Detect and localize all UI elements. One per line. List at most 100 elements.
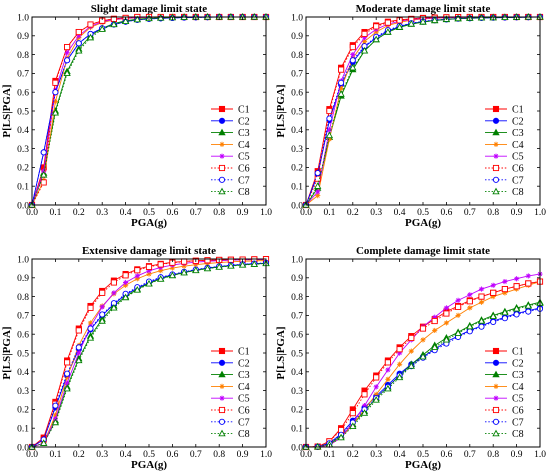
- data-point-c6: [513, 283, 520, 290]
- data-point-c8: [349, 63, 357, 71]
- series-c4: [303, 278, 543, 450]
- data-point-c4: [455, 312, 461, 318]
- x-tick-label: 0.1: [49, 208, 61, 218]
- data-point-c5: [315, 189, 321, 195]
- data-point-c4: [490, 294, 496, 300]
- x-tick-label: 0.5: [417, 208, 429, 218]
- legend-label-c7: C7: [238, 417, 250, 428]
- data-point-c8: [337, 90, 345, 97]
- data-point-c7: [99, 311, 106, 318]
- legend-label-c4: C4: [238, 382, 250, 393]
- y-tick-label: 0.7: [291, 70, 303, 80]
- y-tick-label: 1.0: [291, 13, 303, 23]
- data-point-c5: [64, 380, 70, 386]
- data-point-c4: [315, 193, 321, 199]
- data-point-c7: [87, 325, 94, 332]
- data-point-c8: [395, 23, 404, 30]
- data-point-c6: [145, 263, 153, 270]
- data-point-c7: [490, 318, 497, 326]
- y-tick-label: 0.6: [291, 89, 303, 99]
- x-tick-label: 0.2: [73, 208, 85, 218]
- y-tick-label: 0.4: [17, 126, 29, 136]
- data-point-c5: [443, 305, 449, 311]
- data-point-c7: [64, 370, 71, 377]
- legend-marker-c6: [218, 164, 226, 172]
- x-tick-label: 0.6: [440, 208, 452, 218]
- legend-marker-c5: [493, 153, 499, 159]
- data-point-c6: [466, 298, 473, 305]
- data-point-c5: [76, 33, 82, 39]
- data-point-c4: [146, 271, 152, 277]
- data-point-c6: [396, 346, 403, 353]
- data-point-c5: [64, 50, 70, 56]
- series-c6: [28, 13, 270, 209]
- data-point-c5: [432, 314, 438, 320]
- x-tick-label: 0.3: [370, 450, 382, 460]
- series-c6: [28, 256, 270, 451]
- legend-label-c2: C2: [238, 358, 250, 369]
- data-point-c5: [326, 127, 332, 133]
- legend-label-c6: C6: [512, 406, 524, 417]
- x-axis-label: PGA(g): [131, 217, 167, 229]
- data-point-c8: [419, 17, 427, 25]
- series-line-c7: [305, 308, 541, 448]
- data-point-c8: [466, 322, 474, 330]
- data-point-c8: [325, 131, 334, 139]
- data-point-c7: [478, 323, 485, 330]
- data-point-c4: [502, 290, 508, 296]
- data-point-c5: [350, 52, 356, 58]
- legend-marker-c6: [492, 406, 500, 414]
- data-point-c6: [349, 410, 356, 417]
- data-point-c8: [227, 262, 235, 269]
- data-point-c8: [121, 293, 130, 301]
- data-point-c6: [75, 327, 82, 334]
- y-tick-label: 0.3: [291, 387, 303, 397]
- series-c4: [303, 14, 543, 208]
- legend-marker-c4: [219, 383, 225, 389]
- chart-panel-2: Moderate damage limit state 0.0 0.1 0.2 0.3 0…: [275, 3, 546, 229]
- x-tick-label: 0.4: [394, 450, 406, 460]
- data-point-c4: [181, 263, 187, 269]
- x-tick-label: 0.8: [213, 450, 225, 460]
- x-tick-label: 1.0: [534, 450, 546, 460]
- data-point-c6: [157, 261, 164, 268]
- series-c5: [303, 14, 543, 208]
- chart-title: Complete damage limit state: [356, 245, 490, 257]
- chart-title: Moderate damage limit state: [356, 3, 491, 15]
- data-point-c5: [490, 282, 496, 288]
- x-tick-label: 0.7: [190, 450, 202, 460]
- data-point-c6: [99, 289, 106, 296]
- data-point-c7: [326, 115, 333, 122]
- data-point-c4: [123, 282, 129, 288]
- data-point-c8: [407, 362, 415, 369]
- data-point-c5: [361, 35, 368, 41]
- data-point-c6: [373, 23, 380, 30]
- data-point-c5: [385, 367, 391, 373]
- data-point-c4: [326, 136, 332, 142]
- legend-marker-c3: [492, 370, 500, 378]
- y-tick-label: 0.9: [17, 274, 29, 284]
- data-point-c8: [419, 352, 427, 360]
- legend-marker-c6: [492, 164, 500, 172]
- data-point-c6: [338, 66, 345, 73]
- legend-label-c3: C3: [512, 128, 524, 139]
- legend-marker-c3: [492, 128, 500, 136]
- legend-marker-c1: [492, 105, 500, 113]
- legend-label-c8: C8: [238, 429, 250, 440]
- data-point-c7: [513, 311, 520, 318]
- data-point-c8: [524, 302, 532, 309]
- legend-marker-c3: [218, 128, 226, 136]
- series-line-c6: [31, 258, 267, 448]
- data-point-c7: [64, 57, 71, 64]
- x-tick-label: 0.9: [237, 208, 249, 218]
- data-point-c6: [443, 310, 450, 317]
- data-point-c6: [134, 267, 141, 274]
- data-point-c4: [385, 376, 391, 382]
- x-tick-label: 0.8: [487, 450, 499, 460]
- data-point-c8: [180, 268, 188, 276]
- legend-marker-c4: [493, 141, 499, 147]
- data-point-c8: [98, 25, 106, 32]
- data-point-c5: [397, 350, 403, 356]
- x-tick-label: 0.5: [143, 208, 155, 218]
- data-point-c8: [489, 312, 497, 319]
